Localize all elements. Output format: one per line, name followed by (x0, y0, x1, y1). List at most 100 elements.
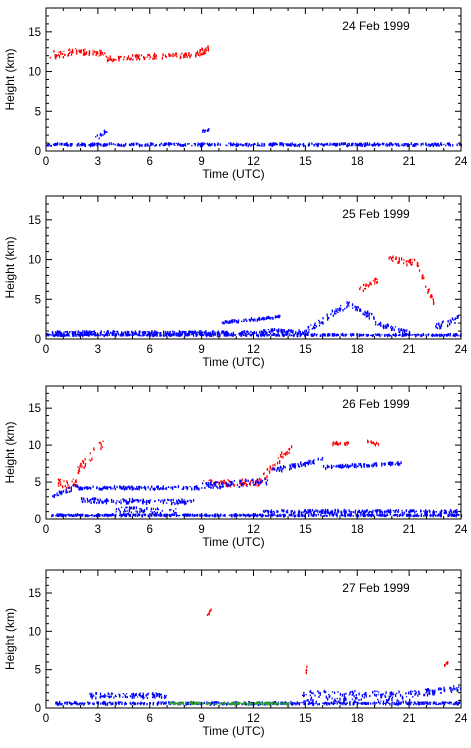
data-point (437, 687, 440, 691)
data-point (214, 513, 216, 516)
data-point (306, 461, 309, 465)
data-point (367, 514, 369, 517)
data-point (121, 334, 123, 337)
data-point (143, 57, 146, 60)
data-point (352, 142, 354, 146)
data-point (447, 319, 449, 323)
data-point (395, 257, 397, 260)
data-point (217, 142, 219, 145)
data-point (334, 310, 336, 314)
data-point (431, 333, 434, 336)
data-point (290, 700, 292, 704)
data-point (66, 513, 68, 516)
data-point (172, 333, 174, 337)
data-point (179, 514, 181, 516)
data-point (105, 55, 107, 58)
data-point (327, 702, 329, 705)
data-point (424, 513, 426, 516)
data-point (320, 513, 322, 517)
data-point (333, 441, 335, 444)
data-point (84, 144, 86, 148)
data-point (456, 701, 458, 705)
data-point (85, 53, 87, 55)
data-point (190, 53, 192, 56)
data-point (91, 457, 93, 461)
data-point (340, 510, 342, 514)
data-point (279, 144, 281, 147)
data-point (210, 702, 212, 706)
data-point (186, 55, 188, 59)
data-point (343, 442, 346, 445)
data-point (69, 48, 71, 50)
data-series (57, 439, 380, 490)
data-point (293, 702, 296, 705)
data-point (217, 481, 219, 483)
data-point (200, 52, 202, 56)
data-point (83, 142, 86, 145)
data-point (75, 484, 77, 487)
data-point (322, 321, 324, 325)
data-point (128, 508, 131, 512)
data-point (71, 331, 73, 333)
data-point (118, 144, 120, 146)
data-point (99, 332, 101, 334)
data-point (286, 334, 288, 336)
data-point (393, 328, 395, 332)
y-tick-label: 15 (28, 403, 41, 415)
data-point (91, 333, 94, 336)
data-point (364, 287, 367, 290)
data-point (440, 323, 442, 327)
data-point (449, 686, 451, 690)
data-point (156, 511, 158, 514)
data-point (136, 485, 138, 489)
data-point (322, 143, 324, 147)
data-point (455, 514, 457, 518)
data-point (455, 317, 457, 319)
data-point (235, 144, 237, 148)
data-point (130, 57, 132, 60)
data-point (325, 701, 327, 705)
data-point (364, 142, 366, 145)
data-point (181, 333, 183, 337)
data-point (249, 482, 251, 484)
data-point (239, 484, 241, 486)
data-point (127, 334, 130, 336)
data-point (223, 482, 225, 485)
data-point (365, 333, 367, 336)
data-point (122, 332, 124, 335)
data-point (279, 513, 281, 517)
data-point (89, 452, 91, 455)
data-point (209, 486, 211, 488)
x-tick-label: 12 (247, 156, 260, 168)
data-point (160, 513, 163, 516)
data-point (212, 486, 214, 489)
data-point (106, 143, 108, 146)
data-point (312, 699, 314, 702)
data-point (245, 703, 247, 706)
data-point (258, 317, 260, 321)
data-point (356, 306, 358, 308)
data-point (298, 702, 300, 705)
data-point (181, 52, 183, 55)
data-point (253, 513, 256, 517)
data-point (222, 483, 224, 486)
data-point (222, 703, 224, 705)
data-point (82, 334, 84, 337)
data-point (138, 57, 141, 61)
data-point (58, 490, 61, 494)
data-point (389, 691, 391, 695)
data-point (170, 142, 172, 146)
data-point (153, 500, 156, 503)
data-point (281, 451, 283, 455)
data-point (68, 334, 70, 337)
data-point (263, 318, 265, 320)
data-point (368, 464, 370, 467)
data-point (454, 511, 456, 514)
data-point (379, 511, 381, 515)
data-point (240, 332, 242, 334)
data-point (263, 329, 265, 332)
data-point (246, 514, 248, 517)
data-point (216, 486, 218, 488)
data-point (371, 441, 373, 445)
data-point (422, 142, 424, 146)
